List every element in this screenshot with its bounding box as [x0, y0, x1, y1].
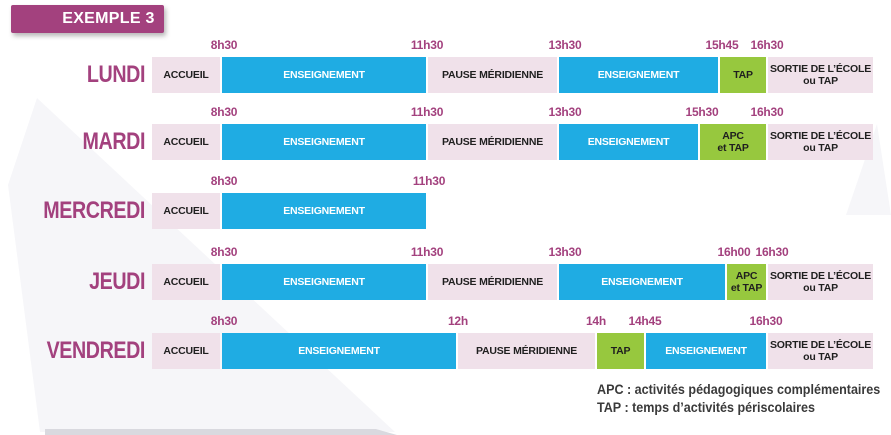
time-label-lundi-11h30: 11h30	[410, 38, 444, 52]
time-label-jeudi-13h30: 13h30	[548, 245, 582, 259]
time-label-lundi-16h30: 16h30	[750, 38, 784, 52]
time-label-vendredi-14h45: 14h45	[628, 314, 662, 328]
time-label-mercredi-11h30: 11h30	[412, 174, 446, 188]
block-lundi-enseignement: ENSEIGNEMENT	[222, 57, 426, 93]
block-jeudi-enseignement: ENSEIGNEMENT	[559, 264, 725, 300]
time-label-lundi-15h45: 15h45	[705, 38, 739, 52]
day-label-mercredi: MERCREDI	[43, 197, 145, 224]
time-label-mardi-15h30: 15h30	[685, 105, 719, 119]
block-jeudi-enseignement: ENSEIGNEMENT	[222, 264, 426, 300]
day-label-mardi: MARDI	[82, 128, 146, 155]
time-label-jeudi-11h30: 11h30	[410, 245, 444, 259]
block-mardi-enseignement: ENSEIGNEMENT	[222, 124, 426, 160]
block-mercredi-enseignement: ENSEIGNEMENT	[222, 193, 426, 229]
time-label-vendredi-16h30: 16h30	[749, 314, 783, 328]
time-label-vendredi-12h: 12h	[447, 314, 469, 328]
legend: APC : activités pédagogiques complémenta…	[597, 381, 880, 416]
day-label-vendredi: VENDREDI	[46, 337, 146, 364]
block-mardi-sortie: SORTIE DE L’ÉCOLE ou TAP	[768, 124, 873, 160]
bottom-strip	[45, 429, 397, 435]
time-label-jeudi-8h30: 8h30	[210, 245, 238, 259]
block-lundi-tap: TAP	[720, 57, 766, 93]
time-label-lundi-8h30: 8h30	[210, 38, 238, 52]
legend-line-apc: APC : activités pédagogiques complémenta…	[597, 382, 881, 397]
block-vendredi-pause: PAUSE MÉRIDIENNE	[458, 333, 595, 369]
example-badge: EXEMPLE 3	[11, 5, 164, 33]
block-vendredi-sortie: SORTIE DE L’ÉCOLE ou TAP	[768, 333, 873, 369]
time-label-mardi-16h30: 16h30	[750, 105, 784, 119]
block-lundi-pause: PAUSE MÉRIDIENNE	[428, 57, 557, 93]
day-label-jeudi: JEUDI	[89, 268, 145, 295]
block-lundi-accueil: ACCUEIL	[152, 57, 220, 93]
block-jeudi-accueil: ACCUEIL	[152, 264, 220, 300]
block-vendredi-enseignement: ENSEIGNEMENT	[646, 333, 766, 369]
time-label-vendredi-14h: 14h	[585, 314, 607, 328]
block-vendredi-enseignement: ENSEIGNEMENT	[222, 333, 456, 369]
time-label-jeudi-16h00: 16h00	[717, 245, 751, 259]
time-label-mardi-13h30: 13h30	[548, 105, 582, 119]
time-label-mercredi-8h30: 8h30	[210, 174, 238, 188]
block-lundi-enseignement: ENSEIGNEMENT	[559, 57, 718, 93]
time-label-mardi-8h30: 8h30	[210, 105, 238, 119]
day-label-lundi: LUNDI	[86, 61, 145, 88]
block-mardi-enseignement: ENSEIGNEMENT	[559, 124, 698, 160]
block-mardi-pause: PAUSE MÉRIDIENNE	[428, 124, 557, 160]
time-label-lundi-13h30: 13h30	[548, 38, 582, 52]
time-label-vendredi-8h30: 8h30	[210, 314, 238, 328]
block-vendredi-accueil: ACCUEIL	[152, 333, 220, 369]
time-label-mardi-11h30: 11h30	[410, 105, 444, 119]
block-lundi-sortie: SORTIE DE L’ÉCOLE ou TAP	[768, 57, 873, 93]
block-mardi-accueil: ACCUEIL	[152, 124, 220, 160]
legend-line-tap: TAP : temps d’activités périscolaires	[597, 399, 815, 415]
block-mardi-apc: APC et TAP	[700, 124, 766, 160]
block-jeudi-apc: APC et TAP	[727, 264, 766, 300]
time-label-jeudi-16h30: 16h30	[755, 245, 789, 259]
block-jeudi-sortie: SORTIE DE L’ÉCOLE ou TAP	[768, 264, 873, 300]
block-mercredi-accueil: ACCUEIL	[152, 193, 220, 229]
block-vendredi-tap: TAP	[597, 333, 644, 369]
block-jeudi-pause: PAUSE MÉRIDIENNE	[428, 264, 557, 300]
